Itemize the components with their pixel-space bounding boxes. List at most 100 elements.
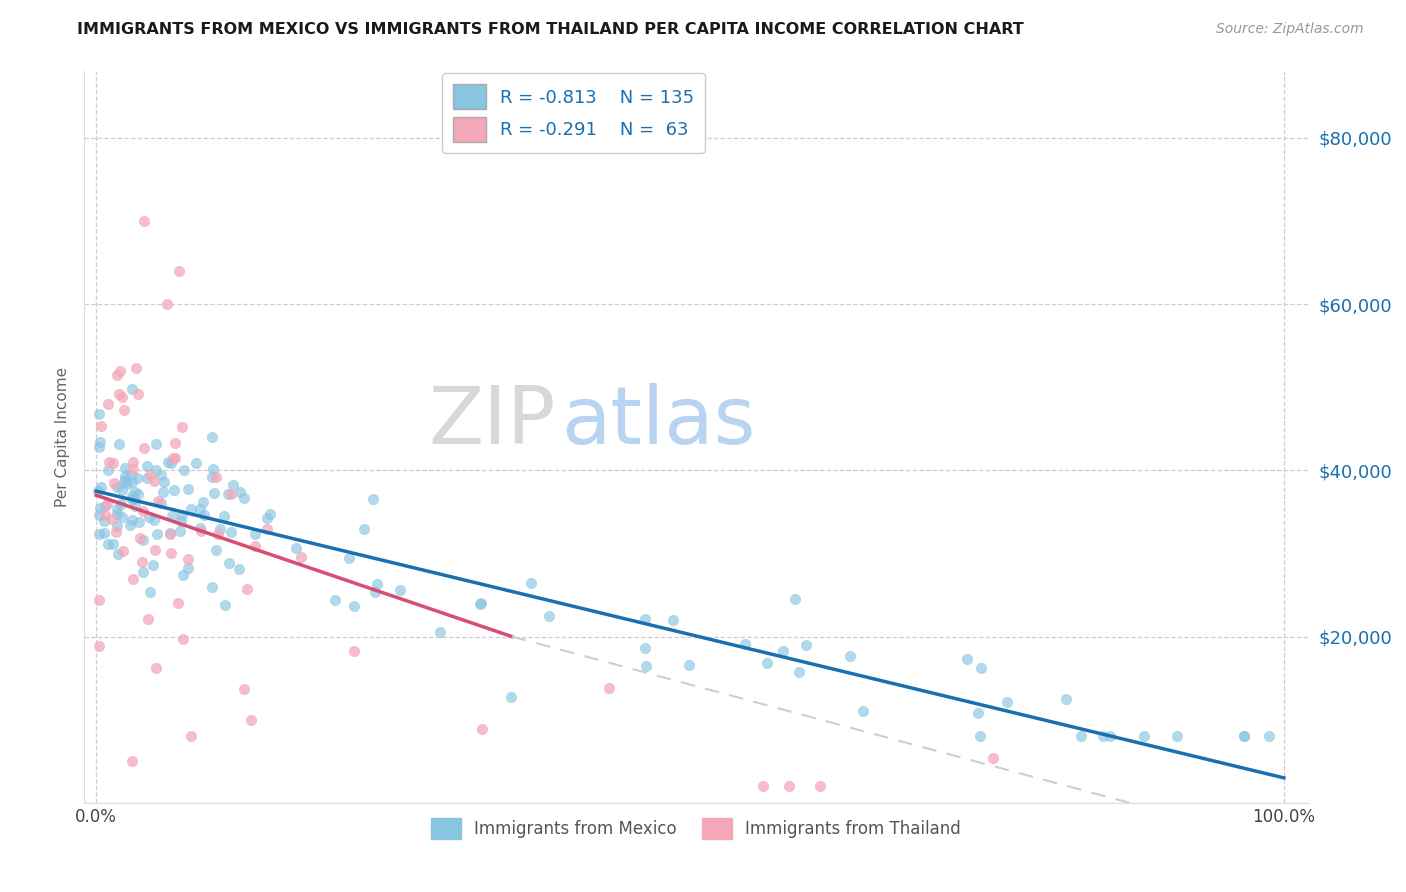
Point xyxy=(108,437,131,451)
Point xyxy=(169,524,191,538)
Point xyxy=(121,512,143,526)
Point xyxy=(104,524,127,539)
Point xyxy=(165,450,187,465)
Point xyxy=(193,508,215,522)
Point xyxy=(499,690,522,705)
Point xyxy=(787,665,810,679)
Point xyxy=(201,469,224,483)
Point xyxy=(89,435,111,450)
Point xyxy=(145,526,167,541)
Point xyxy=(122,462,145,476)
Point xyxy=(794,638,817,652)
Point xyxy=(956,652,979,666)
Point xyxy=(172,632,194,646)
Point xyxy=(129,531,152,545)
Point xyxy=(114,461,136,475)
Point xyxy=(120,468,142,483)
Point xyxy=(190,524,212,538)
Point xyxy=(756,656,779,670)
Point xyxy=(124,500,146,514)
Point xyxy=(243,527,266,541)
Point xyxy=(163,483,186,497)
Point xyxy=(772,644,794,658)
Point xyxy=(87,526,110,541)
Point xyxy=(1166,729,1188,743)
Point xyxy=(101,536,124,550)
Point xyxy=(97,455,120,469)
Point xyxy=(217,487,239,501)
Point xyxy=(149,467,172,482)
Point xyxy=(105,507,128,521)
Point xyxy=(127,487,149,501)
Point xyxy=(103,476,125,491)
Point xyxy=(142,513,165,527)
Point xyxy=(981,750,1004,764)
Point xyxy=(364,585,387,599)
Y-axis label: Per Capita Income: Per Capita Income xyxy=(55,367,70,508)
Point xyxy=(214,599,236,613)
Point xyxy=(205,470,228,484)
Point xyxy=(121,489,143,503)
Point xyxy=(172,419,194,434)
Point xyxy=(93,499,115,513)
Point xyxy=(388,582,411,597)
Point xyxy=(111,483,134,497)
Point xyxy=(538,609,561,624)
Point xyxy=(662,614,685,628)
Point xyxy=(778,779,800,793)
Point xyxy=(122,492,145,507)
Point xyxy=(967,706,990,721)
Point xyxy=(343,599,366,613)
Point xyxy=(207,527,229,541)
Point xyxy=(228,562,250,576)
Point xyxy=(105,519,128,533)
Point xyxy=(93,526,115,541)
Point xyxy=(93,514,115,528)
Point xyxy=(108,386,131,401)
Legend: Immigrants from Mexico, Immigrants from Thailand: Immigrants from Mexico, Immigrants from … xyxy=(425,811,967,846)
Point xyxy=(173,463,195,477)
Point xyxy=(156,454,179,468)
Point xyxy=(132,565,155,579)
Point xyxy=(1232,729,1254,743)
Point xyxy=(219,487,242,501)
Point xyxy=(131,533,153,548)
Point xyxy=(751,779,773,793)
Point xyxy=(636,659,658,673)
Point xyxy=(156,297,179,311)
Point xyxy=(153,475,176,489)
Point xyxy=(138,510,160,524)
Text: atlas: atlas xyxy=(561,384,756,461)
Point xyxy=(138,467,160,482)
Point xyxy=(121,475,143,489)
Point xyxy=(256,511,278,525)
Point xyxy=(172,508,194,523)
Point xyxy=(170,514,193,528)
Point xyxy=(366,576,388,591)
Point xyxy=(995,695,1018,709)
Point xyxy=(105,368,128,382)
Point xyxy=(87,508,110,523)
Point xyxy=(190,521,212,535)
Point xyxy=(180,501,202,516)
Point xyxy=(111,509,134,524)
Point xyxy=(115,477,138,491)
Point xyxy=(100,512,122,526)
Point xyxy=(243,540,266,554)
Point xyxy=(135,458,157,473)
Point xyxy=(160,456,183,470)
Point xyxy=(353,522,375,536)
Point xyxy=(337,551,360,566)
Point xyxy=(89,501,111,516)
Text: IMMIGRANTS FROM MEXICO VS IMMIGRANTS FROM THAILAND PER CAPITA INCOME CORRELATION: IMMIGRANTS FROM MEXICO VS IMMIGRANTS FRO… xyxy=(77,22,1024,37)
Point xyxy=(598,681,620,695)
Point xyxy=(323,593,346,607)
Point xyxy=(96,497,118,511)
Point xyxy=(969,729,991,743)
Point xyxy=(124,485,146,500)
Point xyxy=(212,508,235,523)
Point xyxy=(127,387,149,401)
Point xyxy=(209,522,232,536)
Point xyxy=(808,779,831,793)
Point xyxy=(114,468,136,483)
